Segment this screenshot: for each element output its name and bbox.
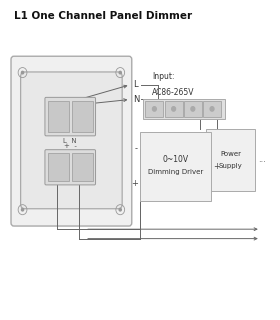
FancyBboxPatch shape: [45, 150, 95, 185]
Text: L1 One Channel Panel Dimmer: L1 One Channel Panel Dimmer: [14, 11, 192, 21]
Text: +: +: [131, 179, 138, 188]
Text: Power: Power: [220, 151, 241, 157]
Bar: [146, 101, 163, 117]
Text: Input:: Input:: [152, 72, 175, 81]
Bar: [143, 99, 225, 119]
Bar: [184, 101, 202, 117]
FancyBboxPatch shape: [21, 72, 122, 209]
Bar: [165, 101, 183, 117]
Circle shape: [191, 107, 195, 111]
FancyBboxPatch shape: [11, 56, 132, 226]
Text: ...: ...: [258, 156, 266, 164]
Text: L: L: [133, 80, 138, 89]
Text: L  N: L N: [64, 138, 77, 144]
Circle shape: [22, 71, 24, 74]
Text: +  -: + -: [64, 143, 77, 149]
Circle shape: [210, 107, 214, 111]
Bar: [203, 101, 221, 117]
Text: N: N: [133, 95, 139, 104]
Bar: [72, 154, 93, 181]
Circle shape: [153, 107, 156, 111]
Circle shape: [119, 208, 121, 211]
Text: -: -: [135, 145, 138, 154]
Text: AC86-265V: AC86-265V: [152, 88, 195, 97]
Circle shape: [172, 107, 176, 111]
Text: +: +: [213, 162, 220, 171]
Bar: [206, 129, 255, 191]
Text: Dimming Driver: Dimming Driver: [148, 169, 203, 175]
Bar: [140, 132, 211, 201]
FancyBboxPatch shape: [45, 97, 95, 136]
Text: Supply: Supply: [219, 163, 242, 169]
Bar: [48, 154, 69, 181]
Circle shape: [119, 71, 121, 74]
Bar: [72, 101, 93, 132]
Text: 0~10V: 0~10V: [163, 155, 189, 164]
Circle shape: [22, 208, 24, 211]
Bar: [48, 101, 69, 132]
